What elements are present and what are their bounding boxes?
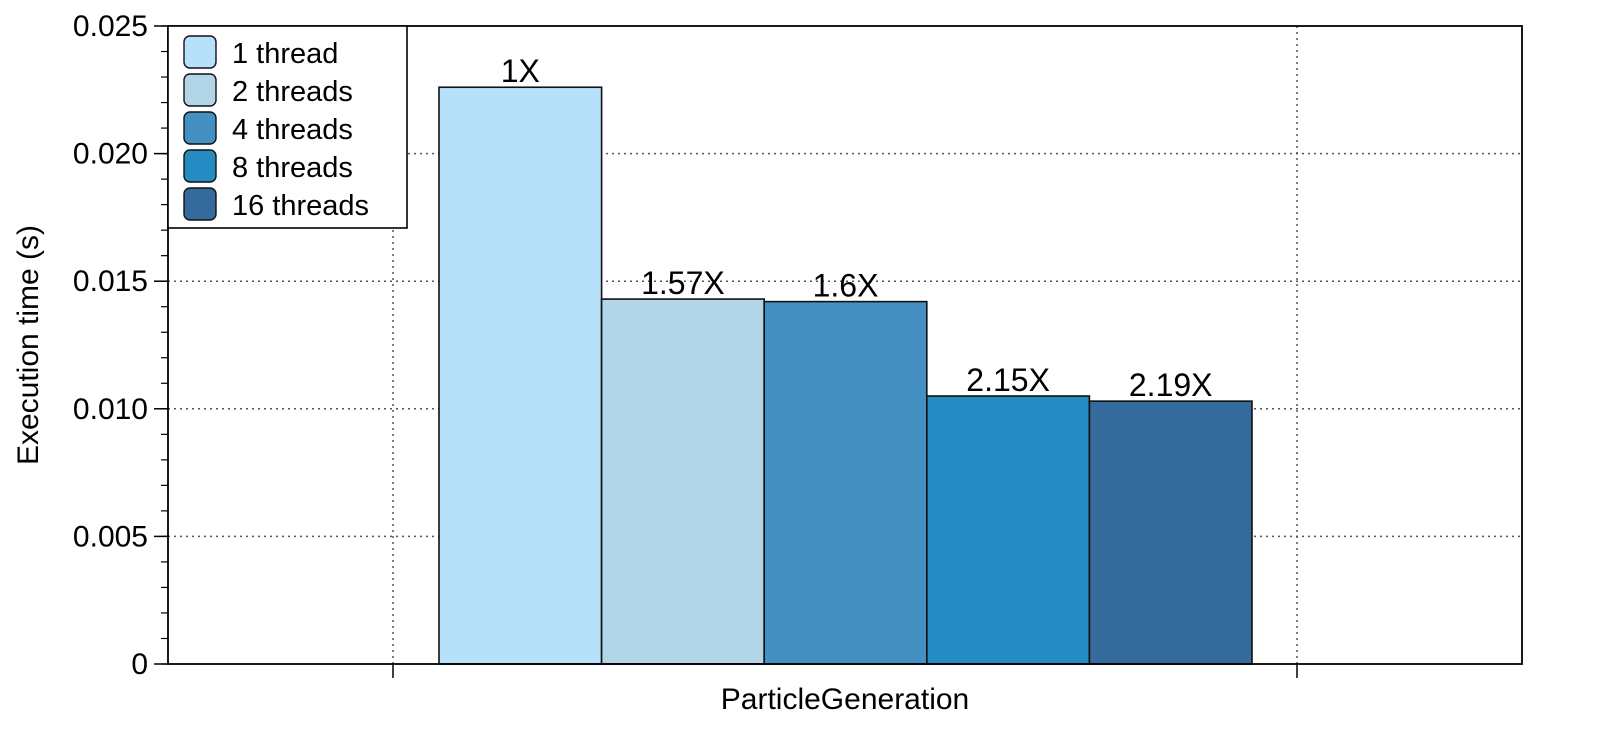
- y-tick-label: 0.020: [73, 138, 148, 171]
- plot-frame: [167, 25, 1523, 665]
- bar: [925, 395, 1091, 665]
- legend-swatch: [183, 111, 217, 145]
- legend-label: 1 thread: [232, 38, 338, 70]
- bar-value-label: 2.19X: [1129, 367, 1213, 403]
- legend-swatch: [183, 35, 217, 69]
- bars: [438, 86, 1253, 665]
- y-tick-label: 0.025: [73, 10, 148, 43]
- legend-swatch: [183, 149, 217, 183]
- legend-swatch: [183, 187, 217, 221]
- y-axis-ticks: 0 0.005 0.010 0.015 0.020 0.025: [73, 10, 168, 681]
- bar-value-label: 1.57X: [641, 265, 725, 301]
- y-axis-title: Execution time (s): [12, 225, 45, 465]
- x-category-label: ParticleGeneration: [721, 683, 969, 716]
- bar-value-label: 1X: [501, 53, 540, 89]
- bar: [438, 86, 603, 665]
- legend-label: 2 threads: [232, 76, 353, 108]
- legend-label: 8 threads: [232, 152, 353, 184]
- legend-swatch: [183, 73, 217, 107]
- bar-value-labels: 1X 1.57X 1.6X 2.15X 2.19X: [501, 53, 1213, 403]
- bar: [600, 298, 765, 665]
- bar: [1088, 400, 1253, 665]
- y-tick-label: 0.005: [73, 520, 148, 553]
- bar: [763, 300, 928, 665]
- plot-border: [167, 25, 1523, 665]
- x-axis: ParticleGeneration: [392, 664, 1298, 716]
- bar-value-label: 1.6X: [813, 268, 879, 304]
- legend: 1 thread 2 threads 4 threads 8 threads 16 th…: [167, 25, 408, 229]
- y-tick-label: 0.015: [73, 265, 148, 298]
- y-tick-label: 0: [131, 648, 148, 681]
- grid-lines: [168, 26, 1522, 664]
- y-tick-label: 0.010: [73, 393, 148, 426]
- legend-label: 4 threads: [232, 114, 353, 146]
- bar-value-label: 2.15X: [966, 362, 1050, 398]
- legend-label: 16 threads: [232, 190, 369, 222]
